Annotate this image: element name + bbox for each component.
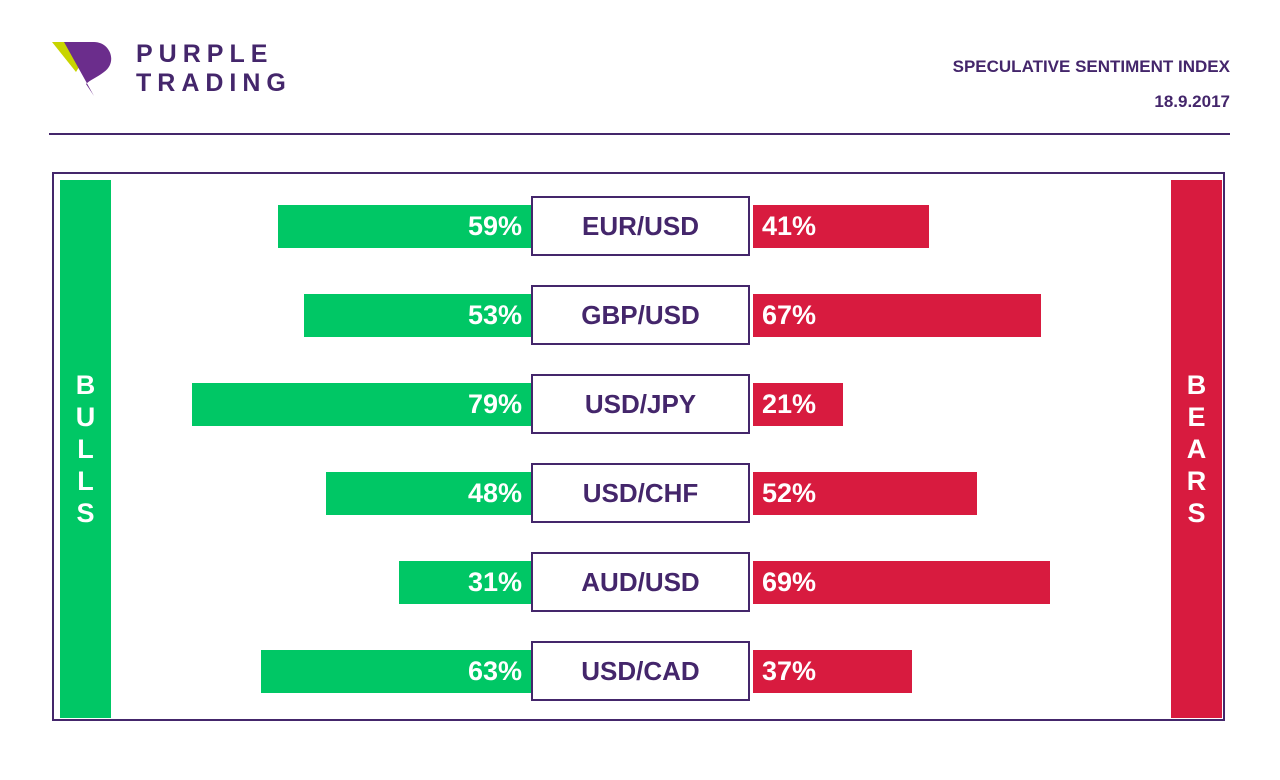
sentiment-row: 63% USD/CAD 37% [0, 641, 1280, 703]
bears-column: BEARS [1171, 180, 1222, 718]
currency-pair-label: AUD/USD [531, 552, 750, 612]
brand-name: PURPLE TRADING [136, 40, 292, 98]
bulls-bar: 48% [325, 472, 532, 515]
index-title: SPECULATIVE SENTIMENT INDEX [952, 57, 1230, 76]
sentiment-row: 48% USD/CHF 52% [0, 463, 1280, 525]
sentiment-row: 59% EUR/USD 41% [0, 196, 1280, 258]
chart-frame [52, 172, 1225, 721]
sentiment-row: 31% AUD/USD 69% [0, 552, 1280, 614]
bulls-bar: 79% [192, 383, 532, 426]
brand-line-1: PURPLE [136, 40, 274, 68]
bulls-bar: 63% [261, 650, 532, 693]
bulls-bar: 53% [304, 294, 532, 337]
brand-line-2: TRADING [136, 69, 292, 97]
bears-bar: 67% [753, 294, 1042, 337]
bears-bar: 37% [753, 650, 913, 693]
currency-pair-label: GBP/USD [531, 285, 750, 345]
bears-bar: 69% [753, 561, 1050, 604]
bulls-bar: 31% [398, 561, 532, 604]
bulls-label: BULLS [75, 370, 96, 528]
bears-bar: 41% [753, 205, 930, 248]
currency-pair-label: EUR/USD [531, 196, 750, 256]
bears-bar: 21% [753, 383, 844, 426]
bulls-column: BULLS [60, 180, 111, 718]
index-date: 18.9.2017 [1154, 92, 1230, 111]
bulls-bar: 59% [278, 205, 532, 248]
purple-trading-logo [52, 42, 112, 96]
bears-bar: 52% [753, 472, 977, 515]
sentiment-row: 79% USD/JPY 21% [0, 374, 1280, 436]
currency-pair-label: USD/JPY [531, 374, 750, 434]
header-divider [49, 133, 1230, 135]
bears-label: BEARS [1186, 370, 1207, 528]
sentiment-row: 53% GBP/USD 67% [0, 285, 1280, 347]
currency-pair-label: USD/CAD [531, 641, 750, 701]
currency-pair-label: USD/CHF [531, 463, 750, 523]
